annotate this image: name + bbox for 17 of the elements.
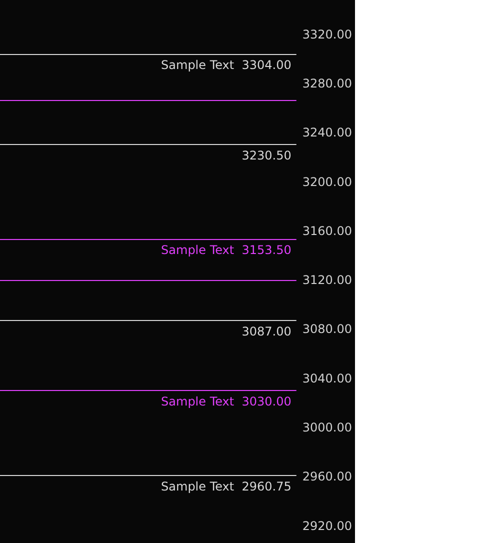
y-tick-label: 3240.00	[302, 126, 352, 140]
ref-line-label: 3230.50	[242, 148, 292, 162]
y-tick-label: 3200.00	[302, 174, 352, 189]
y-tick-label: 3120.00	[302, 273, 352, 288]
ref-line-label: Sample Text 3030.00	[161, 394, 292, 409]
y-tick-label: 2920.00	[302, 518, 352, 533]
ref-line-label: Sample Text 2960.75	[161, 480, 292, 494]
y-tick-label: 3040.00	[302, 371, 352, 386]
ref-line-label: Sample Text 3153.50	[161, 242, 292, 257]
ref-line-label: 3087.00	[242, 324, 292, 339]
ref-line-label: Sample Text 3304.00	[161, 58, 292, 72]
y-tick-label: 2960.00	[302, 470, 352, 484]
y-tick-label: 3000.00	[302, 420, 352, 435]
y-tick-label: 3160.00	[302, 224, 352, 238]
y-tick-label: 3080.00	[302, 322, 352, 336]
y-tick-label: 3320.00	[302, 27, 352, 42]
y-tick-label: 3280.00	[302, 76, 352, 91]
